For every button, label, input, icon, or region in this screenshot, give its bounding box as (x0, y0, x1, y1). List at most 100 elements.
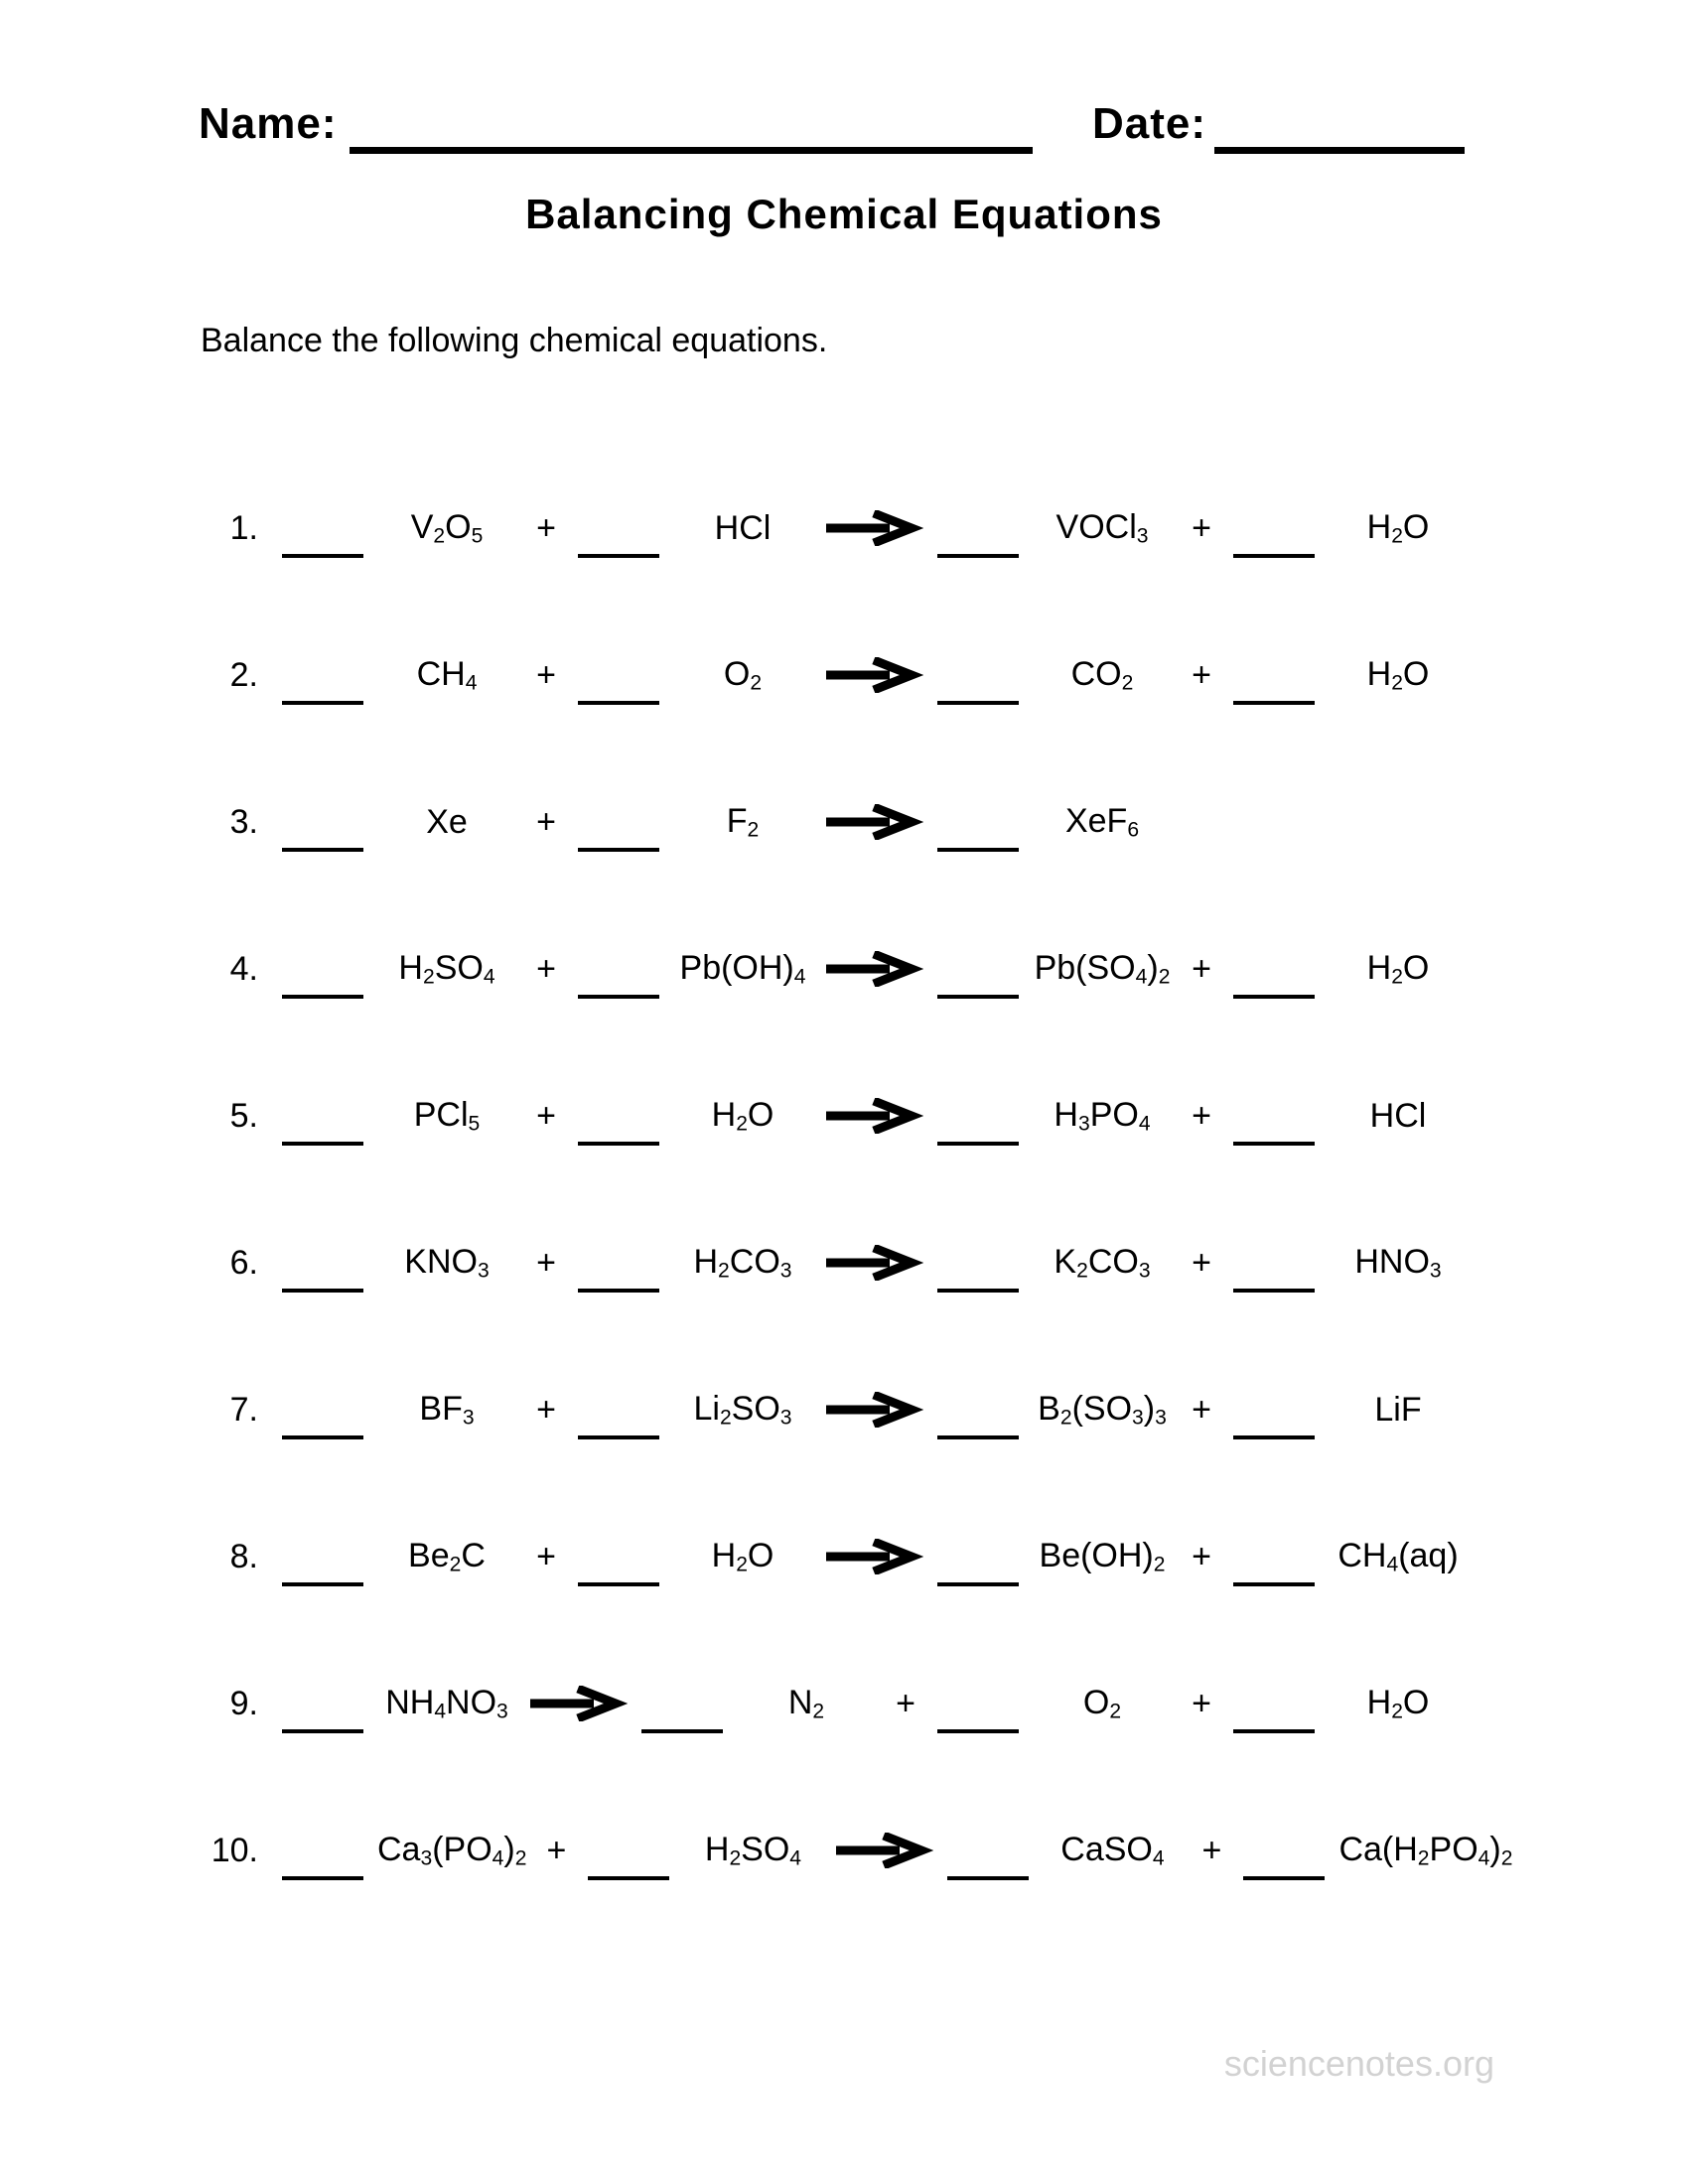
plus-sign: + (536, 655, 556, 694)
instruction-text: Balance the following chemical equations… (201, 322, 828, 359)
coefficient-blank[interactable] (937, 524, 1019, 558)
plus-sign: + (536, 1537, 556, 1575)
reaction-arrow-icon (822, 1539, 925, 1574)
chemical-formula: O2 (723, 654, 763, 695)
reaction-arrow-icon (822, 1392, 925, 1428)
equation-row: 5. PCl5 + H2O H3PO4 + HCl (199, 1084, 1474, 1148)
coefficient-blank[interactable] (282, 1700, 363, 1733)
chemical-formula: O2 (1082, 1683, 1122, 1723)
coefficient-blank[interactable] (937, 671, 1019, 705)
chemical-formula: CaSO4 (1060, 1830, 1165, 1870)
coefficient-blank[interactable] (641, 1700, 723, 1733)
coefficient-blank[interactable] (282, 524, 363, 558)
coefficient-blank[interactable] (937, 1112, 1019, 1146)
plus-sign: + (1201, 1831, 1222, 1869)
chemical-formula: H2O (1366, 1683, 1430, 1723)
coefficient-blank[interactable] (282, 1112, 363, 1146)
coefficient-blank[interactable] (937, 1406, 1019, 1439)
chemical-formula: F2 (726, 801, 760, 842)
reaction-arrow-icon (822, 510, 925, 546)
equation-row: 8. Be2C + H2O Be(OH)2 + CH4(aq) (199, 1525, 1474, 1588)
coefficient-blank[interactable] (282, 965, 363, 999)
coefficient-blank[interactable] (1233, 671, 1315, 705)
name-input-line[interactable] (350, 115, 1033, 154)
coefficient-blank[interactable] (1233, 1112, 1315, 1146)
reaction-arrow-icon (822, 951, 925, 987)
coefficient-blank[interactable] (282, 1553, 363, 1586)
coefficient-blank[interactable] (578, 965, 659, 999)
equation-number: 1. (229, 508, 258, 547)
coefficient-blank[interactable] (588, 1846, 670, 1880)
chemical-formula: KNO3 (404, 1242, 490, 1283)
coefficient-blank[interactable] (578, 1406, 659, 1439)
chemical-formula: H3PO4 (1054, 1095, 1151, 1136)
equation-row: 7. BF3 + Li2SO3 B2(SO3)3 + LiF (199, 1378, 1474, 1441)
reaction-arrow-icon (822, 657, 925, 693)
chemical-formula: H2O (1366, 654, 1430, 695)
coefficient-blank[interactable] (937, 1553, 1019, 1586)
coefficient-blank[interactable] (282, 1259, 363, 1293)
coefficient-blank[interactable] (578, 818, 659, 852)
chemical-formula: CH4 (416, 654, 478, 695)
equation-row: 10. Ca3(PO4)2 + H2SO4 CaSO4 + Ca(H2PO4)2 (199, 1819, 1518, 1882)
page-title: Balancing Chemical Equations (525, 191, 1163, 237)
chemical-formula: V2O5 (410, 507, 484, 548)
plus-sign: + (536, 508, 556, 547)
coefficient-blank[interactable] (947, 1846, 1030, 1880)
plus-sign: + (536, 949, 556, 988)
chemical-formula: Li2SO3 (693, 1389, 792, 1430)
plus-sign: + (1192, 1096, 1211, 1135)
equation-number: 5. (229, 1096, 258, 1135)
equation-number: 7. (229, 1390, 258, 1429)
date-input-line[interactable] (1214, 115, 1465, 154)
chemical-formula: PCl5 (413, 1095, 481, 1136)
plus-sign: + (1192, 949, 1211, 988)
chemical-formula: H2O (1366, 507, 1430, 548)
equation-row: 1. V2O5 + HCl VOCl3 + H2O (199, 496, 1474, 560)
coefficient-blank[interactable] (282, 1406, 363, 1439)
coefficient-blank[interactable] (282, 818, 363, 852)
plus-sign: + (536, 1243, 556, 1282)
chemical-formula: HCl (1369, 1096, 1427, 1135)
chemical-formula: VOCl3 (1055, 507, 1149, 548)
coefficient-blank[interactable] (937, 818, 1019, 852)
equation-row: 6. KNO3 + H2CO3 K2CO3 + HNO3 (199, 1231, 1474, 1295)
plus-sign: + (536, 802, 556, 841)
coefficient-blank[interactable] (1233, 965, 1315, 999)
equation-row: 9. NH4NO3 N2 + O2 + H2O (199, 1672, 1474, 1735)
reaction-arrow-icon (822, 804, 925, 840)
equation-row: 4. H2SO4 + Pb(OH)4 Pb(SO4)2 + H2O (199, 937, 1474, 1001)
coefficient-blank[interactable] (937, 965, 1019, 999)
chemical-formula: Ca(H2PO4)2 (1338, 1830, 1513, 1870)
coefficient-blank[interactable] (578, 1259, 659, 1293)
coefficient-blank[interactable] (578, 1553, 659, 1586)
chemical-formula: H2O (711, 1095, 774, 1136)
plus-sign: + (1192, 508, 1211, 547)
coefficient-blank[interactable] (578, 671, 659, 705)
chemical-formula: H2SO4 (704, 1830, 802, 1870)
coefficient-blank[interactable] (578, 1112, 659, 1146)
equation-number: 6. (229, 1243, 258, 1282)
coefficient-blank[interactable] (1233, 1700, 1315, 1733)
coefficient-blank[interactable] (282, 671, 363, 705)
coefficient-blank[interactable] (1233, 1259, 1315, 1293)
coefficient-blank[interactable] (282, 1846, 363, 1880)
coefficient-blank[interactable] (1233, 524, 1315, 558)
equation-number: 2. (229, 655, 258, 694)
chemical-formula: CO2 (1070, 654, 1134, 695)
coefficient-blank[interactable] (1233, 1406, 1315, 1439)
chemical-formula: BF3 (419, 1389, 475, 1430)
coefficient-blank[interactable] (1243, 1846, 1326, 1880)
coefficient-blank[interactable] (937, 1700, 1019, 1733)
coefficient-blank[interactable] (578, 524, 659, 558)
chemical-formula: B2(SO3)3 (1038, 1389, 1167, 1430)
equation-row: 2. CH4 + O2 CO2 + H2O (199, 643, 1474, 707)
coefficient-blank[interactable] (1233, 1553, 1315, 1586)
coefficient-blank[interactable] (937, 1259, 1019, 1293)
plus-sign: + (1192, 1684, 1211, 1722)
equation-number: 8. (229, 1537, 258, 1575)
equation-number: 9. (229, 1684, 258, 1722)
chemical-formula: H2O (1366, 948, 1430, 989)
plus-sign: + (546, 1831, 567, 1869)
